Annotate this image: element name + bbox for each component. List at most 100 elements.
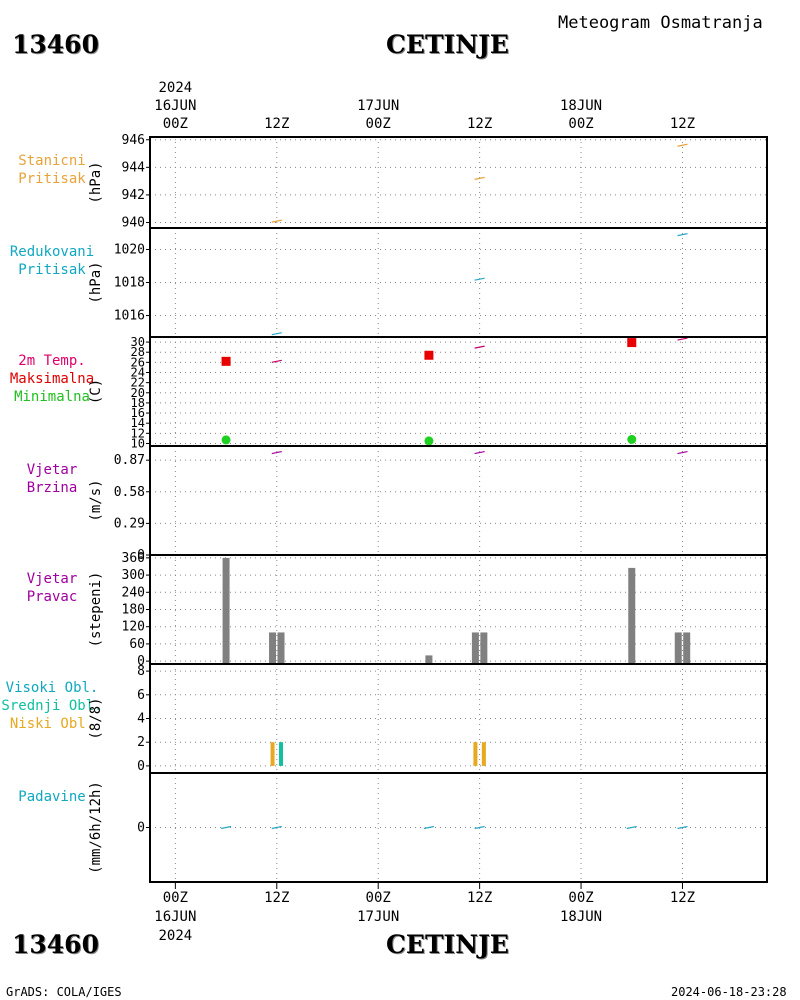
y-tick-label: 0 (137, 548, 145, 563)
y-axis-unit: (mm/6h/12h) (88, 781, 104, 874)
data-point (474, 345, 485, 349)
y-tick-label: 180 (122, 603, 145, 618)
time-tick-label-top: 00Z (366, 116, 391, 132)
bar (270, 742, 275, 766)
bar (674, 632, 682, 664)
y-tick-label: 14 (131, 416, 145, 430)
time-tick-label-bottom: 12Z (670, 890, 695, 906)
y-tick-label: 20 (131, 386, 145, 400)
y-tick-label: 2 (137, 735, 145, 750)
y-axis-unit: (hPa) (88, 161, 104, 203)
date-label-top: 16JUN (154, 98, 196, 114)
data-point (677, 450, 688, 455)
station-name-top: CETINJE (386, 30, 509, 59)
panel-frame (149, 772, 768, 883)
y-tick-label: 10 (131, 436, 145, 450)
station-id-top: 13460 (12, 30, 99, 59)
data-point (474, 277, 485, 281)
bar (683, 632, 691, 664)
y-axis-unit: (m/s) (88, 479, 104, 521)
y-tick-label: 946 (122, 133, 145, 148)
panel-label: Brzina (27, 480, 78, 496)
y-tick-label: 0.87 (114, 453, 145, 468)
y-tick-label: 18 (131, 396, 145, 410)
y-tick-label: 120 (122, 620, 145, 635)
time-tick-label-top: 12Z (670, 116, 695, 132)
time-tick-label-bottom: 00Z (366, 890, 391, 906)
data-point (271, 219, 282, 223)
time-tick-label-top: 12Z (264, 116, 289, 132)
panel-label: Niski Obl. (10, 716, 94, 732)
y-axis-unit: (hPa) (88, 261, 104, 303)
y-tick-label: 240 (122, 585, 145, 600)
y-axis-unit: (stepeni) (88, 572, 104, 648)
panel-label: Redukovani (10, 244, 94, 260)
y-tick-label: 944 (122, 160, 146, 175)
data-point (474, 450, 485, 455)
panel-frame (149, 554, 768, 665)
time-tick-label-bottom: 12Z (264, 890, 289, 906)
y-tick-label: 940 (122, 215, 145, 230)
y-tick-label: 1018 (114, 276, 145, 291)
y-tick-label: 0 (137, 759, 145, 774)
bar (471, 632, 479, 664)
top-time-axis: 2024 00Z 16JUN 12Z 00Z 17JUN 12Z 00Z 18JUN 12Z (154, 80, 695, 132)
y-tick-label: 4 (137, 712, 145, 727)
bar (628, 567, 636, 664)
panel-label: Stanicni (18, 153, 85, 169)
y-tick-label: 30 (131, 335, 145, 349)
station-id-bottom: 13460 (12, 930, 99, 959)
y-tick-label: 0 (137, 654, 145, 669)
data-point (677, 337, 688, 341)
y-tick-label: 942 (122, 188, 145, 203)
panel-label: Visoki Obl. (6, 680, 99, 696)
data-point (220, 825, 232, 830)
y-tick-label: 0.58 (114, 485, 145, 500)
y-tick-label: 360 (122, 551, 145, 566)
data-point (271, 450, 282, 455)
min-temp-marker (627, 434, 637, 444)
bar (279, 742, 284, 766)
panel-frame (149, 336, 768, 447)
date-label-bottom: 17JUN (357, 909, 399, 925)
panel-label: 2m Temp. (18, 353, 85, 369)
time-tick-label-bottom: 00Z (163, 890, 188, 906)
panel-wind-direction: 0 60 120 180 240 300 360 Vjetar Pravac (stepeni) (27, 551, 768, 669)
panel-label: Srednji Obl. (1, 698, 102, 714)
bar (473, 742, 478, 766)
date-label-bottom: 16JUN (154, 909, 196, 925)
y-tick-label: 8 (137, 664, 145, 679)
panel-station-pressure: 940 942 944 946 Stanicni Pritisak (hPa) (18, 133, 768, 230)
y-tick-label: 60 (129, 637, 145, 652)
year-label-top: 2024 (158, 80, 192, 96)
data-point (271, 359, 282, 363)
bar (222, 557, 230, 664)
panel-frame (149, 663, 768, 774)
panel-label: Vjetar (27, 571, 78, 587)
date-label-bottom: 18JUN (560, 909, 602, 925)
y-tick-label: 28 (131, 345, 145, 359)
panel-label: Minimalna (14, 389, 90, 405)
software-credit: GrADS: COLA/IGES (6, 985, 122, 999)
min-temp-marker (424, 436, 434, 446)
panel-cloud-cover: 0 2 4 6 8 Visoki Obl. Srednji Obl. Niski Obl.(8… (1, 663, 768, 774)
y-tick-label: 1020 (114, 242, 145, 257)
panel-label: Pravac (27, 589, 78, 605)
data-point (474, 825, 485, 830)
panel-label: Pritisak (18, 171, 86, 187)
data-point (271, 332, 282, 336)
panel-wind-speed: 0 0.29 0.58 0.87 Vjetar Brzina (m/s) (27, 445, 768, 563)
panel-label: Padavine (18, 789, 85, 805)
panel-reduced-pressure: 1016 1018 1020 Redukovani Pritisak (hPa) (10, 227, 768, 338)
y-tick-label: 16 (131, 406, 145, 420)
y-tick-label: 22 (131, 376, 145, 390)
panel-frame (149, 445, 768, 556)
bar (425, 655, 433, 664)
y-tick-label: 0.29 (114, 516, 145, 531)
panel-frame (149, 136, 768, 229)
time-tick-label-top: 00Z (568, 116, 593, 132)
data-point (271, 825, 282, 830)
data-point (677, 233, 688, 237)
